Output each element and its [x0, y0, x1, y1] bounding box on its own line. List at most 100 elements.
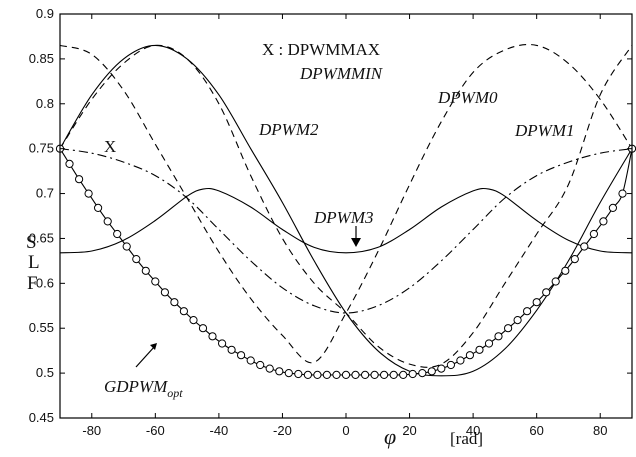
series-gdpwm-opt-marker	[389, 370, 398, 379]
x-tick-label: -20	[273, 423, 292, 438]
series-gdpwm-opt-marker	[103, 217, 112, 226]
series-gdpwm-opt-marker	[151, 277, 160, 286]
y-tick-label: 0.85	[29, 51, 54, 66]
series-gdpwm-opt-marker	[198, 324, 208, 333]
series-gdpwm-opt-marker	[256, 360, 265, 370]
series-gdpwm-opt-marker	[75, 175, 84, 184]
series-gdpwm-opt-marker	[532, 298, 541, 307]
label-dpwm0: DPWM0	[437, 88, 498, 107]
y-tick-label: 0.5	[36, 365, 54, 380]
series-gdpwm-opt-marker	[322, 370, 331, 379]
series-gdpwm-opt-marker	[570, 255, 579, 264]
series-gdpwm-opt-marker	[542, 288, 551, 297]
series-gdpwm-opt-marker	[113, 229, 122, 239]
series-gdpwm-opt-marker	[341, 370, 351, 379]
series-gdpwm-opt-marker	[122, 242, 131, 251]
series-gdpwm-opt-marker	[465, 351, 474, 360]
series-gdpwm-opt-line	[59, 148, 633, 376]
series-gdpwm-opt-marker	[227, 345, 236, 354]
series-gdpwm-opt-marker	[399, 370, 408, 379]
series-gdpwm-opt-marker	[484, 339, 494, 348]
series-gdpwm-opt-marker	[504, 324, 513, 333]
x-tick-label: 60	[529, 423, 543, 438]
x-tick-label: 20	[402, 423, 416, 438]
series-gdpwm-opt-marker	[513, 316, 522, 325]
series-gdpwm-opt-marker	[84, 189, 93, 198]
label-gdpwm-sub: opt	[167, 386, 183, 400]
series-gdpwm-opt-marker	[313, 370, 322, 379]
x-tick-label: 0	[342, 423, 349, 438]
series-gdpwm-opt-marker	[608, 203, 618, 212]
y-tick-label: 0.9	[36, 6, 54, 21]
y-tick-label: 0.65	[29, 230, 54, 245]
series-gdpwm-opt-marker	[208, 332, 217, 341]
series-gdpwm-opt-marker	[427, 367, 436, 376]
label-gdpwm: GDPWMopt	[104, 377, 183, 400]
series-gdpwm-opt-marker	[332, 370, 341, 379]
series-gdpwm-opt-marker	[408, 369, 417, 379]
series-gdpwm-opt-marker	[218, 339, 227, 348]
series-dpwm0-line	[59, 43, 633, 364]
series-gdpwm-opt-marker	[294, 369, 303, 379]
x-unit-label: [rad]	[450, 429, 483, 448]
series-gdpwm-opt-marker	[370, 370, 379, 379]
label-dpwm1: DPWM1	[514, 121, 574, 140]
series-gdpwm-opt-marker	[237, 351, 246, 360]
series-gdpwm-opt-marker	[580, 242, 589, 251]
series-gdpwm-opt-marker	[494, 332, 503, 341]
series-gdpwm-opt-marker	[246, 356, 255, 365]
series-gdpwm-opt-marker	[303, 370, 312, 379]
series-gdpwm-opt-marker	[141, 266, 150, 275]
series-gdpwm-opt-marker	[132, 255, 141, 264]
y-label-l: L	[28, 252, 40, 273]
series-gdpwm-opt-marker	[456, 356, 465, 365]
series-gdpwm-opt-marker	[94, 203, 103, 212]
y-tick-label: 0.6	[36, 275, 54, 290]
y-tick-label: 0.45	[29, 410, 54, 425]
y-tick-label: 0.7	[36, 186, 54, 201]
gdpwm-arrow	[135, 343, 157, 368]
dpwm3-arrow	[351, 226, 361, 247]
label-x: X	[104, 137, 116, 156]
series-gdpwm-opt-marker	[589, 229, 599, 239]
x-tick-label: 80	[593, 423, 607, 438]
y-tick-label: 0.8	[36, 96, 54, 111]
label-dpwm2: DPWM2	[258, 120, 319, 139]
series-gdpwm-opt-marker	[599, 217, 608, 226]
y-tick-label: 0.55	[29, 320, 54, 335]
y-label-f: F	[27, 273, 38, 294]
x-tick-label: -80	[82, 423, 101, 438]
series-gdpwm-opt-marker	[275, 367, 284, 376]
ticks-layer: -80 -60 -40 -20 0 20 40 60 80 0.45 0.5 0.55 0.6 0.65 0…	[29, 6, 632, 438]
x-label: φ	[384, 424, 396, 449]
x-tick-label: 40	[466, 423, 480, 438]
y-tick-label: 0.75	[29, 141, 54, 156]
series-x-line	[59, 148, 633, 314]
label-dpwm3: DPWM3	[313, 208, 373, 227]
series-gdpwm-opt-marker	[284, 369, 293, 378]
series-gdpwm-opt-marker	[380, 370, 389, 379]
series-gdpwm-opt-marker	[437, 364, 446, 373]
series-gdpwm-opt-marker	[561, 266, 570, 275]
series-dpwm1-line	[59, 44, 633, 368]
x-legend-line1: X : DPWMMAX	[262, 40, 380, 59]
series-gdpwm-opt-marker	[160, 288, 169, 297]
series-gdpwm-opt-marker	[418, 369, 427, 378]
series-gdpwm-opt-marker	[179, 307, 188, 316]
y-label-s: S	[26, 232, 37, 253]
label-gdpwm-base: GDPWM	[104, 377, 168, 396]
series-gdpwm-opt-marker	[65, 159, 74, 168]
series-dpwm3-line	[59, 187, 633, 254]
series-gdpwm-opt-marker	[446, 360, 455, 370]
series-gdpwm-opt-marker	[189, 316, 198, 325]
series-gdpwm-opt-marker	[265, 364, 274, 373]
x-legend-line2: DPWMMIN	[299, 64, 384, 83]
series-gdpwm-opt-marker	[551, 277, 560, 286]
series-gdpwm-opt-marker	[361, 370, 370, 379]
x-tick-label: -60	[146, 423, 165, 438]
series-gdpwm-opt-marker	[170, 298, 179, 307]
series-gdpwm-opt-marker	[351, 370, 360, 379]
markers-layer	[55, 144, 636, 379]
series-gdpwm-opt-marker	[475, 345, 484, 354]
